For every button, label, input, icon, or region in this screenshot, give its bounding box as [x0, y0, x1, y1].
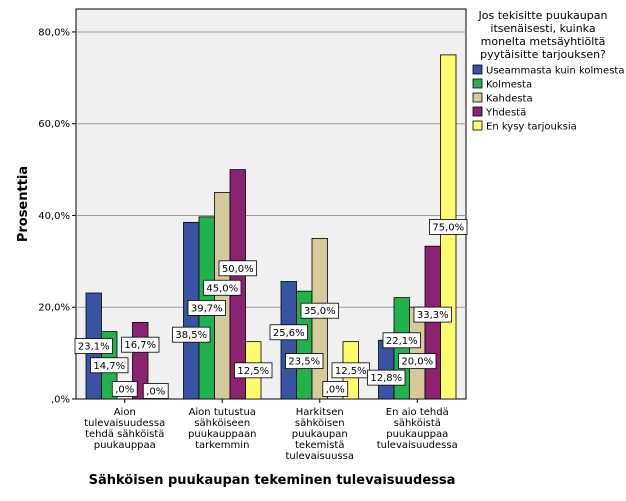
svg-text:23,5%: 23,5%: [288, 357, 320, 368]
legend-label: Kahdesta: [486, 94, 533, 105]
legend-item: Kahdesta: [472, 92, 533, 105]
value-label: 25,6%: [269, 324, 308, 341]
value-label: 22,1%: [382, 332, 421, 349]
value-label: 20,0%: [398, 353, 437, 370]
value-label: 12,5%: [331, 362, 370, 379]
value-label: 38,5%: [172, 326, 211, 343]
svg-text:33,3%: 33,3%: [417, 310, 449, 321]
svg-text:16,7%: 16,7%: [124, 340, 156, 351]
bar: [214, 192, 231, 400]
legend-item: Kolmesta: [472, 78, 532, 91]
legend-item: Useammasta kuin kolmesta: [472, 64, 624, 77]
y-tick-label: 40,0%: [38, 211, 70, 222]
legend: Jos tekisitte puukaupan itsenäisesti, kui…: [467, 5, 624, 142]
value-label: 23,1%: [74, 338, 113, 354]
bar: [311, 238, 328, 400]
value-label: 14,7%: [90, 357, 129, 374]
value-label: 75,0%: [429, 219, 468, 235]
value-label: 39,7%: [187, 300, 226, 316]
category-label: Aion tutustua sähköiseen puukauppaan tarkem…: [188, 407, 256, 451]
x-axis-title: Sähköisen puukaupan tekeminen tulevaisuu…: [89, 473, 456, 488]
legend-label: Kolmesta: [486, 80, 532, 91]
svg-text:12,8%: 12,8%: [370, 373, 402, 384]
svg-text:38,5%: 38,5%: [175, 330, 207, 341]
svg-text:75,0%: 75,0%: [432, 222, 464, 233]
svg-text:35,0%: 35,0%: [304, 306, 336, 317]
bar: [378, 339, 395, 400]
svg-text:20,0%: 20,0%: [401, 357, 433, 368]
y-tick-label: 60,0%: [38, 119, 70, 130]
value-label: 12,8%: [367, 369, 406, 386]
y-tick-label: ,0%: [51, 395, 70, 406]
value-label: 16,7%: [121, 336, 160, 353]
svg-text:,0%: ,0%: [146, 387, 165, 398]
x-axis: Aion tulevaisuudessa tehdä sähköistä puukau…: [84, 399, 458, 462]
legend-box: [467, 5, 619, 142]
y-axis: ,0% 20,0% 40,0% 60,0% 80,0%: [38, 27, 76, 406]
legend-swatch: [472, 92, 483, 103]
legend-swatch: [472, 106, 483, 117]
legend-swatch: [472, 78, 483, 89]
legend-swatch: [472, 64, 483, 75]
legend-title: Jos tekisitte puukaupan itsenäisesti, kui…: [478, 9, 608, 61]
y-axis-title: Prosenttia: [16, 166, 31, 242]
value-label: 12,5%: [234, 362, 273, 379]
legend-item: Yhdestä: [472, 106, 526, 119]
category-label: Harkitsen sähköisen puukaupan tekemistä tule…: [286, 407, 354, 462]
y-tick-label: 80,0%: [38, 27, 70, 38]
value-label: 50,0%: [218, 260, 257, 277]
svg-text:12,5%: 12,5%: [237, 366, 269, 377]
svg-text:22,1%: 22,1%: [386, 336, 418, 347]
bar: [424, 245, 441, 400]
bar: [280, 281, 297, 400]
svg-text:,0%: ,0%: [326, 385, 345, 396]
value-labels: 23,1% 14,7% ,0% 16,7% ,0% 38,5% 39,7% 45,0% 50,0…: [74, 219, 468, 399]
svg-text:,0%: ,0%: [115, 385, 134, 396]
category-label: Aion tulevaisuudessa tehdä sähköistä puukau…: [84, 407, 165, 451]
legend-label: Useammasta kuin kolmesta: [486, 66, 624, 77]
category-label: En aio tehdä sähköistä puukauppaa tulevaisu…: [377, 407, 458, 451]
value-label: ,0%: [142, 383, 169, 399]
svg-text:12,5%: 12,5%: [335, 366, 367, 377]
legend-label: Yhdestä: [485, 108, 526, 119]
svg-text:50,0%: 50,0%: [222, 264, 254, 275]
svg-text:25,6%: 25,6%: [273, 328, 305, 339]
value-label: ,0%: [111, 381, 138, 397]
legend-item: En kysy tarjouksia: [472, 120, 577, 133]
legend-swatch: [472, 120, 483, 131]
legend-label: En kysy tarjouksia: [486, 122, 577, 133]
svg-text:14,7%: 14,7%: [93, 361, 125, 372]
value-label: ,0%: [322, 381, 349, 397]
svg-text:45,0%: 45,0%: [206, 283, 238, 294]
svg-text:39,7%: 39,7%: [191, 303, 223, 314]
value-label: 33,3%: [413, 306, 452, 323]
y-tick-label: 20,0%: [38, 303, 70, 314]
value-label: 35,0%: [300, 302, 339, 319]
value-label: 23,5%: [285, 353, 324, 369]
svg-text:23,1%: 23,1%: [78, 342, 110, 353]
value-label: 45,0%: [203, 279, 242, 296]
